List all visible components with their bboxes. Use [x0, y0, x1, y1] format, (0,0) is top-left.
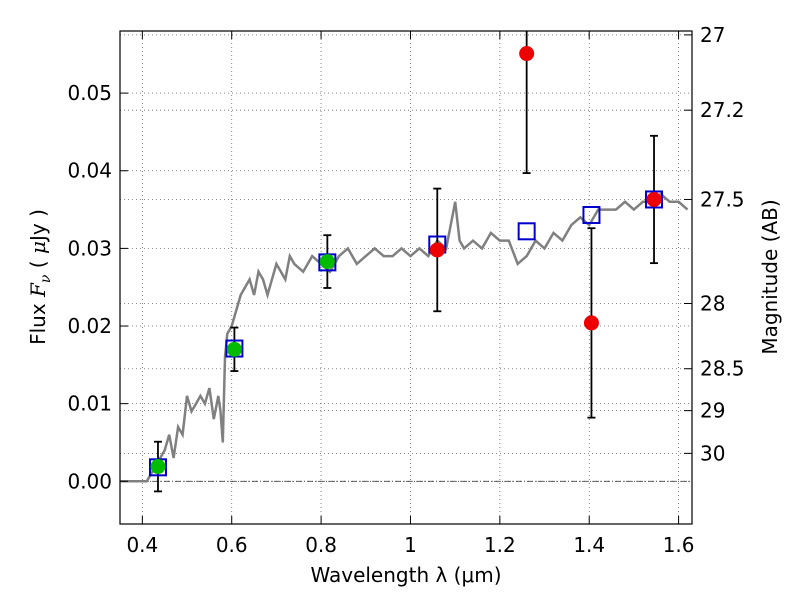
- y-axis-left-label: Flux Fν ( μJy ): [26, 209, 54, 345]
- right-tick-label: 27.2: [700, 98, 745, 122]
- grid-lines: [120, 31, 692, 524]
- observed-photometry-point: [150, 459, 166, 475]
- error-bars: [153, 31, 659, 493]
- x-axis-label-text: Wavelength λ (μm): [310, 563, 501, 587]
- right-tick-label: 30: [700, 441, 725, 465]
- right-tick-label: 29: [700, 399, 725, 423]
- model-photometry-square: [517, 222, 536, 241]
- observed-photometry-point: [429, 242, 445, 258]
- observed-photometry-point: [519, 46, 535, 62]
- y-tick-label: 0.01: [67, 392, 112, 416]
- y-tick-label: 0.03: [67, 236, 112, 260]
- y-tick-label: 0.02: [67, 314, 112, 338]
- right-tick-label: 28.5: [700, 357, 745, 381]
- x-tick-label: 0.4: [126, 533, 158, 557]
- x-tick-label: 0.8: [305, 533, 337, 557]
- observed-photometry-point: [319, 254, 335, 270]
- y-tick-label: 0.05: [67, 81, 112, 105]
- right-tick-label: 28: [700, 292, 725, 316]
- observed-photometry-point: [646, 191, 662, 207]
- x-tick-label: 0.6: [216, 533, 248, 557]
- model-photometry-square: [582, 206, 601, 225]
- template-spectrum-line: [120, 192, 689, 483]
- observed-photometry-points: [150, 46, 662, 475]
- y-tick-label: 0.00: [67, 469, 112, 493]
- observed-photometry-point: [583, 315, 599, 331]
- x-tick-label: 1.2: [484, 533, 516, 557]
- axis-ticks: 0.4 0.6 0.8 1 1.2 1.4 1.6 0.00 0.01 0.02 0.03 0.04 0…: [67, 23, 744, 557]
- x-axis-label: Wavelength λ (μm): [310, 563, 501, 587]
- y-axis-right-label: Magnitude (AB): [758, 199, 782, 354]
- y-tick-label: 0.04: [67, 159, 112, 183]
- right-tick-label: 27: [700, 23, 725, 47]
- x-tick-label: 1.6: [663, 533, 695, 557]
- x-tick-label: 1: [404, 533, 417, 557]
- plot-frame: [119, 30, 693, 525]
- model-photometry-square: [645, 190, 664, 209]
- observed-photometry-point: [226, 341, 242, 357]
- right-tick-label: 27.5: [700, 187, 745, 211]
- x-tick-label: 1.4: [573, 533, 605, 557]
